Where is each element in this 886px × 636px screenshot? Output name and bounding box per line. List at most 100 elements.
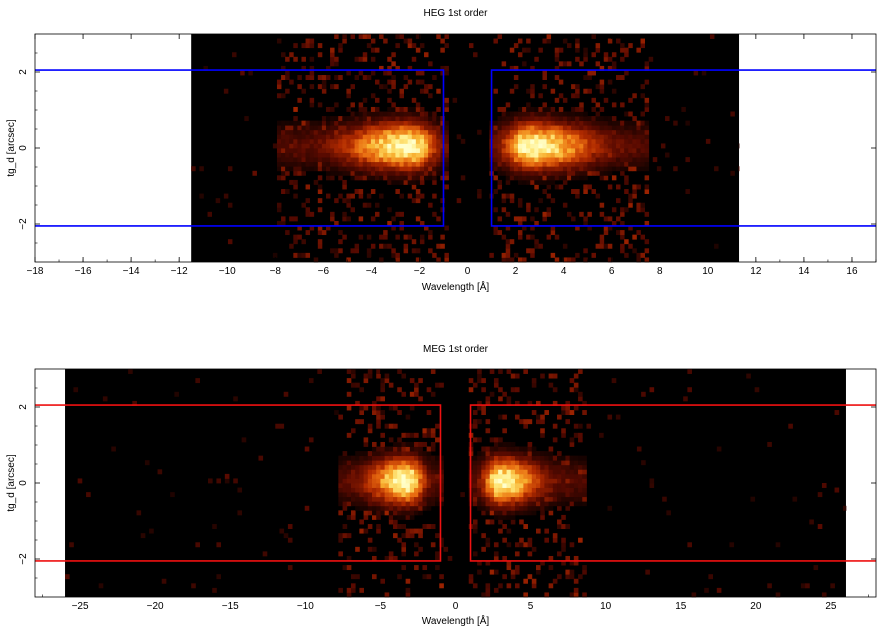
heatmap-cell (573, 387, 579, 393)
heatmap-cell (279, 528, 285, 534)
heatmap-cell (767, 583, 772, 589)
heatmap-cell (603, 166, 609, 172)
heatmap-cell (338, 248, 343, 254)
heatmap-cell (493, 125, 498, 131)
heatmap-cell (422, 428, 428, 434)
heatmap-cell (380, 432, 386, 438)
heatmap-cell (418, 487, 423, 493)
heatmap-cell (309, 43, 315, 49)
heatmap-cell (342, 198, 347, 204)
heatmap-cell (350, 134, 355, 140)
heatmap-cell (354, 148, 360, 153)
heatmap-cell (301, 43, 306, 49)
heatmap-cell (522, 157, 527, 163)
heatmap-cell (372, 441, 377, 447)
heatmap-cell (435, 487, 440, 493)
heatmap-cell (591, 161, 596, 167)
heatmap-cell (358, 148, 364, 153)
heatmap-cell (419, 138, 425, 144)
heatmap-cell (506, 441, 512, 447)
heatmap-cell (414, 496, 419, 502)
heatmap-cell (355, 478, 360, 484)
heatmap-cell (582, 460, 587, 466)
heatmap-cell (573, 460, 579, 466)
heatmap-cell (571, 152, 576, 158)
heatmap-cell (405, 578, 411, 584)
heatmap-cell (317, 189, 323, 194)
heatmap-cell (472, 469, 478, 475)
heatmap-cell (409, 378, 415, 384)
heatmap-cell (493, 189, 498, 194)
heatmap-cell (440, 116, 445, 122)
heatmap-cell (514, 460, 520, 466)
heatmap-cell (591, 129, 596, 135)
heatmap-cell (338, 492, 343, 498)
heatmap-cell (548, 501, 554, 507)
heatmap-cell (297, 166, 302, 172)
heatmap-cell (616, 129, 621, 135)
heatmap-cell (640, 166, 645, 172)
heatmap-cell (498, 583, 503, 589)
heatmap-cell (419, 116, 425, 122)
heatmap-cell (346, 120, 351, 126)
heatmap-cell (485, 464, 491, 470)
heatmap-cell (346, 202, 351, 208)
heatmap-cell (407, 120, 413, 126)
heatmap-cell (136, 510, 142, 516)
heatmap-cell (501, 138, 507, 144)
heatmap-cell (628, 243, 633, 249)
heatmap-cell (401, 483, 407, 488)
heatmap-cell (157, 469, 163, 475)
heatmap-cell (640, 93, 645, 99)
heatmap-cell (607, 505, 613, 511)
heatmap-cell (428, 230, 433, 236)
heatmap-cell (379, 175, 384, 181)
y-axis: −202 (18, 52, 876, 244)
heatmap-cell (562, 125, 568, 131)
heatmap-cell (523, 592, 528, 598)
heatmap-cell (616, 161, 621, 167)
heatmap-cell (562, 129, 568, 135)
heatmap-cell (391, 52, 396, 58)
heatmap-cell (485, 400, 491, 406)
heatmap-cell (276, 202, 282, 208)
heatmap-cell (472, 473, 478, 479)
heatmap-cell (493, 129, 498, 135)
heatmap-cell (513, 84, 519, 90)
heatmap-cell (489, 505, 495, 511)
heatmap-cell (565, 419, 571, 425)
heatmap-cell (383, 234, 388, 240)
heatmap-cell (436, 170, 441, 176)
y-axis-label: tg_d [arcsec] (6, 119, 17, 176)
heatmap-cell (611, 138, 617, 144)
heatmap-cell (632, 138, 637, 144)
heatmap-cell (393, 464, 398, 470)
heatmap-cell (523, 483, 528, 488)
heatmap-cell (426, 524, 432, 529)
heatmap-cell (387, 65, 392, 71)
heatmap-cell (517, 111, 523, 117)
heatmap-cell (636, 143, 641, 149)
heatmap-cell (640, 125, 645, 131)
heatmap-cell (330, 134, 335, 140)
heatmap-cell (409, 510, 415, 516)
heatmap-cell (501, 166, 507, 172)
heatmap-cell (432, 129, 437, 135)
heatmap-cell (477, 478, 482, 484)
heatmap-cell (313, 179, 319, 185)
heatmap-cell (305, 152, 311, 158)
heatmap-cell (403, 138, 409, 144)
heatmap-cell (384, 501, 390, 507)
heatmap-cell (293, 157, 298, 163)
heatmap-cell (403, 148, 409, 153)
heatmap-cell (477, 492, 482, 498)
heatmap-cell (493, 505, 499, 511)
heatmap-cell (362, 125, 368, 131)
heatmap-cell (338, 120, 343, 126)
heatmap-cell (519, 460, 524, 466)
heatmap-cell (384, 460, 390, 466)
heatmap-cell (565, 455, 571, 461)
heatmap-cell (603, 125, 609, 131)
heatmap-cell (362, 129, 368, 135)
heatmap-cell (409, 446, 415, 452)
